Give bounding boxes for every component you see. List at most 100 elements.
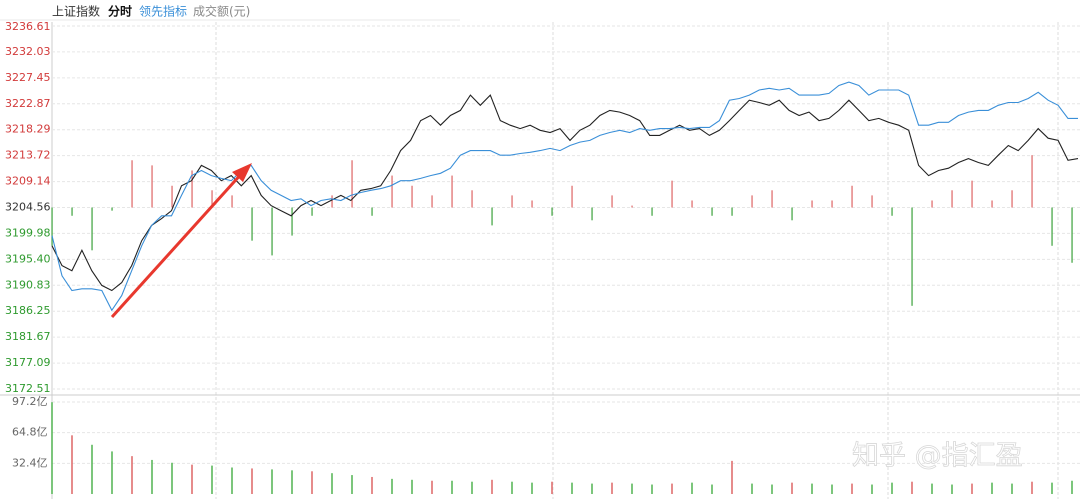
legend-entry[interactable]: 领先指标 [139,4,187,19]
y-tick-label: 3213.72 [5,149,51,162]
sentiment-bar [191,170,193,208]
volume-bar [311,471,313,494]
y-tick-label: 3232.03 [5,45,51,58]
sentiment-bar [771,190,773,208]
y-tick-label: 3195.40 [5,252,51,265]
y-tick-label: 3218.29 [5,123,51,136]
volume-bar [51,402,53,494]
volume-bar [691,482,693,494]
volume-bar [891,482,893,494]
sentiment-bar [131,160,133,208]
sentiment-bar [651,207,653,216]
sentiment-bar [671,180,673,208]
y-tick-label: 3177.09 [5,356,51,369]
volume-bar [551,481,553,494]
volume-bar [1071,480,1073,494]
sentiment-bar [711,207,713,216]
sentiment-bar [791,207,793,221]
sentiment-bar [111,207,113,211]
sentiment-bar [611,195,613,208]
volume-bar [131,456,133,494]
sentiment-bar [491,207,493,226]
price-line [51,81,1078,312]
volume-bar [391,478,393,494]
volume-bar [711,484,713,494]
volume-bar [111,451,113,494]
sentiment-bar [631,205,633,208]
sentiment-bar [911,207,913,306]
volume-bar [271,469,273,494]
y-tick-label: 3204.56 [5,201,51,214]
volume-bar [831,484,833,494]
volume-bar [811,483,813,494]
sentiment-bar [291,207,293,236]
y-tick-label: 3199.98 [5,226,51,239]
volume-bar [771,484,773,494]
volume-bar [751,483,753,494]
volume-bar [1051,482,1053,494]
volume-bar [371,476,373,494]
sentiment-bar [391,175,393,208]
sentiment-bar [151,165,153,208]
sentiment-bar [971,180,973,208]
volume-bar [611,482,613,494]
volume-bar [651,484,653,494]
volume-bar [231,467,233,494]
y-tick-label: 3172.51 [5,382,51,395]
sentiment-bar [1071,207,1073,263]
y-tick-label: 64.8亿 [12,426,48,439]
sentiment-bar [591,207,593,221]
volume-bar [451,480,453,494]
volume-bar [91,444,93,494]
volume-bar [951,484,953,494]
watermark: 知乎 @指汇盈 [852,441,1023,472]
volume-bar [731,460,733,494]
sentiment-bar [431,195,433,208]
sentiment-bar [731,207,733,216]
volume-bar [511,481,513,494]
sentiment-bar [851,185,853,208]
y-tick-label: 3222.87 [5,97,51,110]
volume-bar [671,483,673,494]
volume-bar [491,479,493,494]
sentiment-bar [811,200,813,208]
y-tick-label: 3236.61 [5,20,51,33]
sentiment-bar [371,207,373,216]
header-title: 上证指数 [52,4,100,19]
y-tick-label: 3186.25 [5,304,51,317]
sentiment-bar [271,207,273,256]
sentiment-bar [931,200,933,208]
volume-bar [871,484,873,494]
volume-bar [971,483,973,494]
plot-layer: 3236.61 3232.03 3227.45 3222.87 3218.29 3213.… [5,20,1080,494]
sentiment-bar [351,160,353,208]
sentiment-bar [411,185,413,208]
volume-bar [171,462,173,494]
sentiment-bar [231,195,233,208]
sentiment-bar [331,195,333,208]
sentiment-bar [251,207,253,241]
sentiment-bar [991,200,993,208]
sentiment-bar [751,195,753,208]
y-tick-label: 3227.45 [5,71,51,84]
volume-bar [351,475,353,494]
annotation-arrowhead [232,163,252,182]
y-tick-label: 3181.67 [5,330,51,343]
sentiment-bar [691,200,693,208]
volume-title[interactable]: 成交额(元) [193,4,250,19]
volume-bar [1031,481,1033,494]
legend-entry[interactable]: 分时 [108,4,132,19]
volume-bar [71,435,73,494]
volume-bar [531,482,533,494]
y-tick-label: 3209.14 [5,175,51,188]
sentiment-bar [1011,190,1013,208]
y-tick-label: 32.4亿 [12,456,48,469]
volume-bar [411,479,413,494]
sentiment-bar [511,195,513,208]
volume-bar [431,480,433,494]
sentiment-bar [171,185,173,208]
sentiment-bar [951,190,953,208]
y-tick-label: 97.2亿 [12,395,48,408]
volume-bar [591,483,593,494]
